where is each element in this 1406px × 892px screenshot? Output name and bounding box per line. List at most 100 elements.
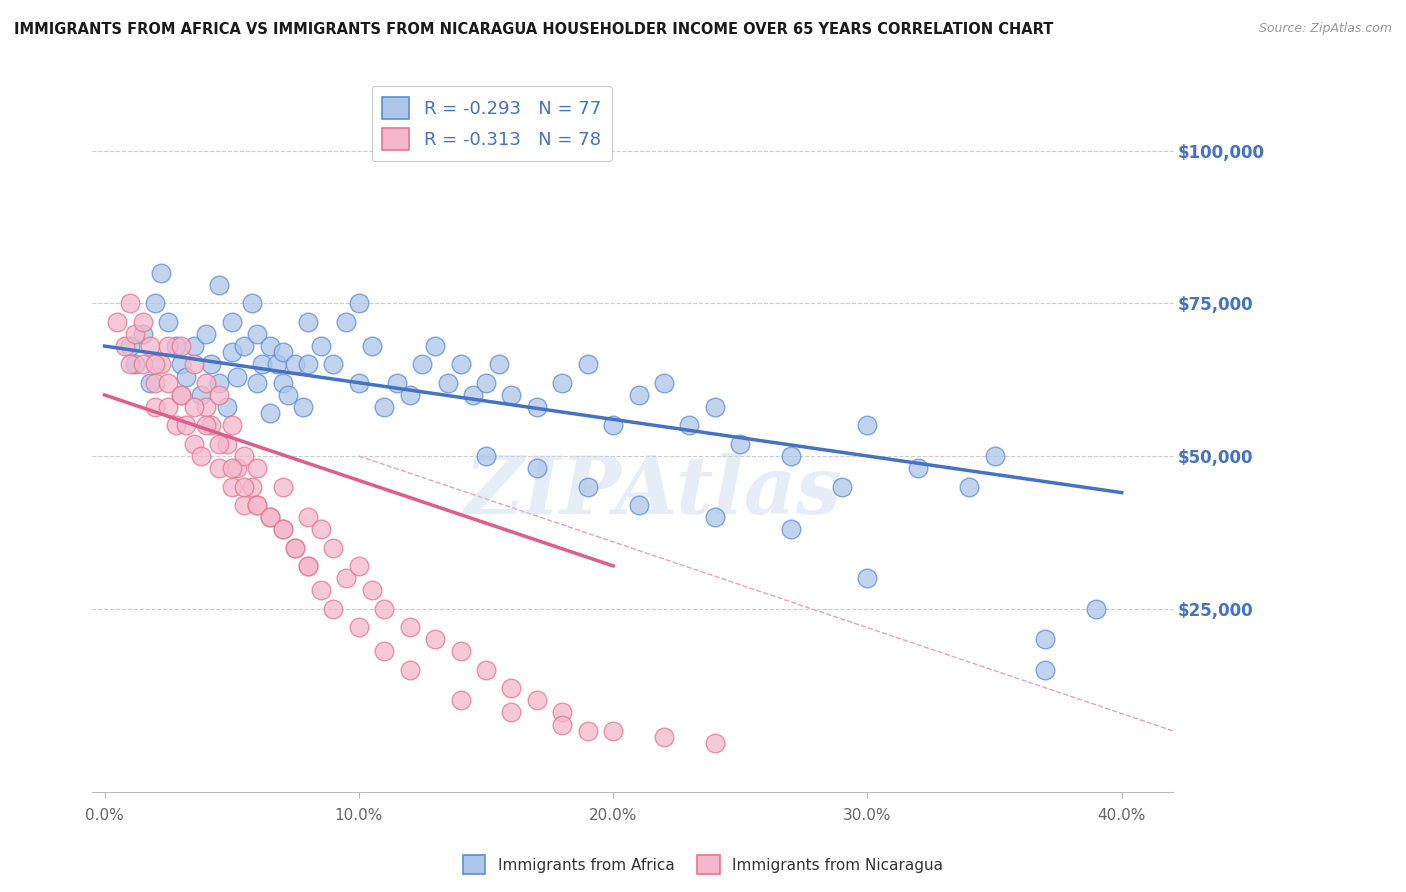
Point xyxy=(475,663,498,677)
Point xyxy=(195,376,218,390)
Point xyxy=(347,558,370,573)
Point xyxy=(602,723,624,738)
Point xyxy=(411,358,433,372)
Point xyxy=(157,376,180,390)
Point xyxy=(526,400,548,414)
Point xyxy=(221,479,243,493)
Point xyxy=(266,358,288,372)
Point xyxy=(221,345,243,359)
Point xyxy=(118,296,141,310)
Point xyxy=(114,339,136,353)
Point xyxy=(703,510,725,524)
Point xyxy=(183,358,205,372)
Point xyxy=(259,510,281,524)
Text: ZIPAtlas: ZIPAtlas xyxy=(465,453,842,531)
Point xyxy=(246,498,269,512)
Point xyxy=(225,369,247,384)
Point xyxy=(703,400,725,414)
Point xyxy=(488,358,510,372)
Point xyxy=(1035,632,1057,647)
Point xyxy=(240,296,263,310)
Point xyxy=(170,388,193,402)
Point xyxy=(373,644,395,658)
Point xyxy=(576,723,599,738)
Point xyxy=(385,376,408,390)
Point xyxy=(347,296,370,310)
Point xyxy=(233,339,256,353)
Point xyxy=(627,388,650,402)
Point xyxy=(190,449,212,463)
Text: Source: ZipAtlas.com: Source: ZipAtlas.com xyxy=(1258,22,1392,36)
Point xyxy=(139,376,162,390)
Point xyxy=(373,400,395,414)
Point xyxy=(284,541,307,555)
Point xyxy=(576,358,599,372)
Point xyxy=(271,376,294,390)
Point xyxy=(165,339,187,353)
Point xyxy=(501,681,523,695)
Point xyxy=(170,388,193,402)
Point xyxy=(373,601,395,615)
Point xyxy=(208,461,231,475)
Point xyxy=(576,479,599,493)
Point xyxy=(145,400,167,414)
Point xyxy=(149,358,172,372)
Point xyxy=(170,339,193,353)
Point xyxy=(297,510,319,524)
Point xyxy=(297,558,319,573)
Point xyxy=(124,326,146,341)
Point xyxy=(208,376,231,390)
Point xyxy=(157,400,180,414)
Point xyxy=(652,730,675,744)
Point xyxy=(215,400,238,414)
Point xyxy=(831,479,853,493)
Point xyxy=(132,326,155,341)
Point xyxy=(233,498,256,512)
Point xyxy=(627,498,650,512)
Point xyxy=(360,339,382,353)
Point xyxy=(703,736,725,750)
Point xyxy=(118,339,141,353)
Point xyxy=(233,449,256,463)
Point xyxy=(335,315,357,329)
Point xyxy=(271,479,294,493)
Point xyxy=(259,339,281,353)
Point xyxy=(221,418,243,433)
Point xyxy=(246,461,269,475)
Point xyxy=(284,358,307,372)
Point xyxy=(322,541,344,555)
Point xyxy=(957,479,980,493)
Point xyxy=(322,601,344,615)
Point xyxy=(208,278,231,293)
Point xyxy=(124,358,146,372)
Point xyxy=(1035,663,1057,677)
Point xyxy=(463,388,485,402)
Point xyxy=(1085,601,1108,615)
Point xyxy=(195,418,218,433)
Point xyxy=(221,315,243,329)
Point xyxy=(165,418,187,433)
Legend: Immigrants from Africa, Immigrants from Nicaragua: Immigrants from Africa, Immigrants from … xyxy=(457,849,949,880)
Point xyxy=(335,571,357,585)
Point xyxy=(277,388,299,402)
Point xyxy=(398,663,420,677)
Point xyxy=(170,358,193,372)
Point xyxy=(225,461,247,475)
Point xyxy=(297,315,319,329)
Point xyxy=(423,632,446,647)
Point xyxy=(284,541,307,555)
Point xyxy=(450,693,472,707)
Point xyxy=(780,522,803,536)
Point xyxy=(259,406,281,420)
Point xyxy=(983,449,1005,463)
Point xyxy=(252,358,274,372)
Point xyxy=(105,315,128,329)
Point xyxy=(501,706,523,720)
Point xyxy=(259,510,281,524)
Point xyxy=(190,388,212,402)
Point xyxy=(907,461,929,475)
Point xyxy=(271,522,294,536)
Point xyxy=(145,376,167,390)
Point xyxy=(475,376,498,390)
Point xyxy=(347,376,370,390)
